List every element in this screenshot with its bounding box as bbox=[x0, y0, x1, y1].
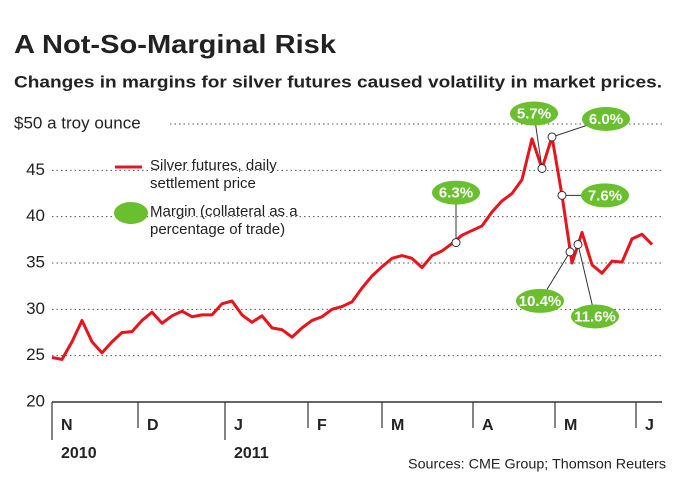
margin-bubble bbox=[432, 180, 480, 205]
margin-bubble bbox=[571, 304, 619, 329]
margin-point bbox=[537, 163, 547, 173]
chart-subtitle: Changes in margins for silver futures ca… bbox=[14, 72, 662, 91]
margin-label: 7.6% bbox=[588, 187, 622, 204]
y-tick-label: $50 a troy ounce bbox=[14, 113, 141, 132]
margin-bubble bbox=[581, 183, 629, 208]
y-tick-label: 45 bbox=[26, 160, 45, 179]
margin-label: 6.0% bbox=[589, 111, 623, 128]
margin-bubble bbox=[510, 101, 558, 126]
leader-line bbox=[577, 244, 596, 317]
margin-point bbox=[547, 132, 557, 142]
x-tick-label: J bbox=[234, 417, 243, 434]
chart-title: A Not-So-Marginal Risk bbox=[14, 29, 337, 59]
margin-point bbox=[565, 247, 575, 257]
legend-margin-swatch bbox=[114, 202, 148, 224]
source: Sources: CME Group; Thomson Reuters bbox=[408, 456, 666, 472]
x-tick-label: M bbox=[564, 417, 577, 434]
y-tick-label: 25 bbox=[26, 345, 45, 364]
legend-line-label: Silver futures, daily settlement price bbox=[150, 157, 277, 192]
year-label: 2011 bbox=[234, 445, 269, 462]
legend-margin-label: Margin (collateral as a percentage of tr… bbox=[150, 203, 298, 238]
margin-point bbox=[573, 239, 583, 249]
x-tick-label: N bbox=[61, 417, 73, 434]
year-label: 2010 bbox=[61, 445, 97, 462]
margin-label: 5.7% bbox=[517, 105, 551, 122]
y-tick-label: 20 bbox=[26, 391, 45, 410]
y-tick-label: 35 bbox=[26, 252, 45, 271]
margin-bubble bbox=[582, 106, 630, 131]
margin-point bbox=[557, 190, 567, 200]
x-tick-label: J bbox=[645, 417, 654, 434]
y-tick-label: 30 bbox=[26, 299, 45, 318]
x-tick-label: D bbox=[147, 417, 159, 434]
margin-bubble bbox=[516, 288, 564, 313]
x-tick-label: A bbox=[482, 417, 494, 434]
margin-point bbox=[451, 238, 461, 248]
x-tick-label: F bbox=[317, 417, 327, 434]
y-tick-label: 40 bbox=[26, 206, 45, 225]
margin-label: 6.3% bbox=[439, 185, 473, 202]
margin-label: 11.6% bbox=[574, 308, 616, 325]
margin-label: 10.4% bbox=[519, 293, 562, 310]
x-tick-label: M bbox=[391, 417, 404, 434]
